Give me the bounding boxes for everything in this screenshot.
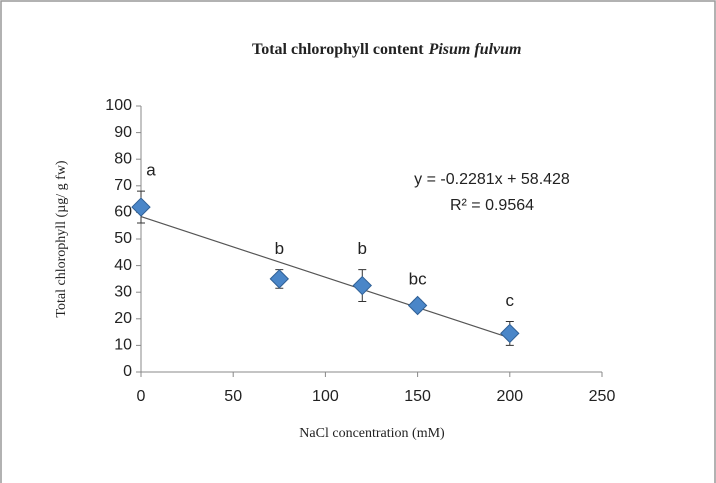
x-tick-label: 50 xyxy=(224,388,242,405)
y-tick-label: 20 xyxy=(114,310,132,327)
data-point xyxy=(269,269,290,289)
point-label: c xyxy=(506,291,515,310)
point-label: b xyxy=(358,239,367,258)
point-label: a xyxy=(146,161,156,180)
y-tick-label: 100 xyxy=(105,97,132,114)
data-point xyxy=(352,275,372,296)
y-tick-label: 10 xyxy=(114,337,132,354)
chart-title-text: Total chlorophyll content xyxy=(252,41,424,58)
point-label: b xyxy=(275,239,284,258)
y-tick-label: 60 xyxy=(114,204,132,221)
x-tick-label: 0 xyxy=(137,388,146,405)
chart-title: Total chlorophyll content Pisum fulvum xyxy=(252,41,521,58)
y-tick-label: 80 xyxy=(114,150,132,167)
x-tick-label: 250 xyxy=(589,388,616,405)
data-point xyxy=(407,295,428,316)
x-tick-label: 100 xyxy=(312,388,339,405)
y-tick-label: 70 xyxy=(114,177,132,194)
trendline-equation: y = -0.2281x + 58.428 xyxy=(414,171,570,188)
trendline xyxy=(140,216,510,339)
y-tick-label: 30 xyxy=(114,283,132,300)
y-tick-label: 0 xyxy=(123,363,132,380)
chart-title-species: Pisum fulvum xyxy=(428,41,522,58)
point-label: bc xyxy=(409,270,427,289)
x-tick-label: 150 xyxy=(404,388,431,405)
trendline-r2: R² = 0.9564 xyxy=(450,197,534,214)
y-tick-label: 50 xyxy=(114,230,132,247)
x-axis-label: NaCl concentration (mM) xyxy=(299,426,445,441)
y-tick-label: 90 xyxy=(114,124,132,141)
data-point xyxy=(500,323,520,344)
data-point xyxy=(131,197,151,217)
x-tick-label: 200 xyxy=(496,388,523,405)
y-tick-label: 40 xyxy=(114,257,132,274)
y-axis-label: Total chlorophyll (µg/ g fw) xyxy=(54,160,69,318)
